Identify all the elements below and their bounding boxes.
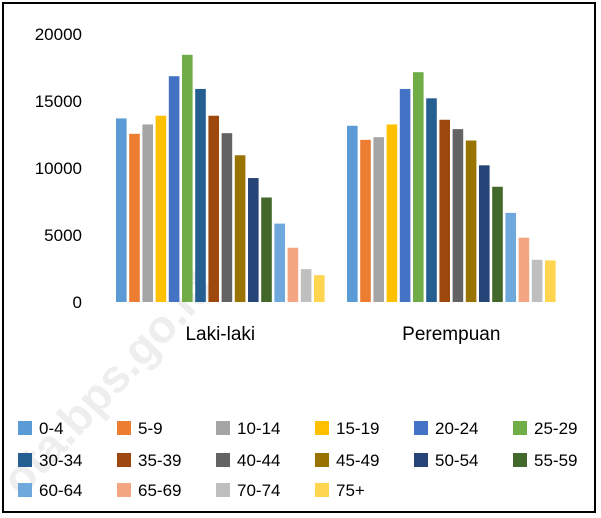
legend-label: 70-74 — [237, 481, 280, 500]
legend-label: 55-59 — [534, 451, 577, 470]
legend-label: 20-24 — [435, 419, 478, 438]
legend-swatch — [513, 453, 527, 467]
y-tick-label: 20000 — [35, 25, 82, 44]
bar — [221, 133, 233, 302]
y-tick-label: 15000 — [35, 92, 82, 111]
legend-swatch — [414, 453, 428, 467]
legend-label: 15-19 — [336, 419, 379, 438]
legend-label: 65-69 — [138, 481, 181, 500]
bar — [261, 197, 272, 302]
bar — [426, 98, 437, 302]
legend-swatch — [315, 483, 329, 497]
bar — [182, 54, 193, 302]
legend-swatch — [117, 483, 131, 497]
bar — [300, 269, 312, 302]
legend-swatch — [414, 421, 428, 435]
bar — [347, 125, 358, 302]
bar — [314, 275, 325, 302]
bar — [116, 118, 127, 302]
bar — [142, 124, 153, 302]
bars-group — [116, 54, 556, 303]
bar — [545, 260, 556, 302]
legend-label: 5-9 — [138, 419, 163, 438]
legend-swatch — [216, 421, 230, 435]
bar — [287, 247, 299, 302]
legend-label: 0-4 — [39, 419, 64, 438]
legend-label: 25-29 — [534, 419, 577, 438]
legend-label: 35-39 — [138, 451, 181, 470]
bar — [452, 129, 464, 302]
bar — [439, 119, 450, 302]
bar — [505, 212, 516, 302]
legend-swatch — [18, 421, 32, 435]
legend: 0-4 5-9 10-14 15-19 20-24 25-29 30-34 35-39 40-4… — [18, 419, 577, 500]
bar — [168, 76, 180, 303]
bar — [195, 88, 206, 302]
bar — [360, 139, 371, 302]
x-category-label: Laki-laki — [185, 324, 255, 345]
legend-swatch — [315, 421, 329, 435]
bar — [234, 155, 246, 302]
legend-label: 40-44 — [237, 451, 280, 470]
legend-label: 50-54 — [435, 451, 478, 470]
legend-label: 30-34 — [39, 451, 82, 470]
bar — [465, 140, 477, 302]
legend-swatch — [117, 421, 131, 435]
bar — [399, 88, 411, 302]
legend-swatch — [18, 483, 32, 497]
legend-label: 45-49 — [336, 451, 379, 470]
y-tick-label: 10000 — [35, 159, 82, 178]
y-tick-label: 5000 — [44, 226, 82, 245]
bar — [208, 115, 219, 303]
legend-label: 10-14 — [237, 419, 280, 438]
bar — [155, 115, 167, 303]
legend-swatch — [513, 421, 527, 435]
axis-group: 0 5000 10000 15000 20000 Laki-laki Perempuan — [35, 25, 501, 345]
legend-swatch — [117, 453, 131, 467]
x-category-label: Perempuan — [402, 324, 500, 345]
legend-label: 75+ — [336, 481, 365, 500]
legend-label: 60-64 — [39, 481, 82, 500]
legend-swatch — [18, 453, 32, 467]
bar — [248, 178, 259, 302]
bar — [479, 165, 490, 302]
legend-swatch — [216, 453, 230, 467]
bar — [413, 72, 424, 302]
bar — [373, 137, 384, 302]
bar — [492, 186, 503, 302]
bar — [386, 124, 398, 302]
bar — [129, 133, 140, 302]
bar — [518, 237, 530, 302]
legend-swatch — [216, 483, 230, 497]
bar — [274, 223, 285, 302]
legend-swatch — [315, 453, 329, 467]
bar — [531, 259, 543, 302]
y-tick-label: 0 — [73, 293, 82, 312]
